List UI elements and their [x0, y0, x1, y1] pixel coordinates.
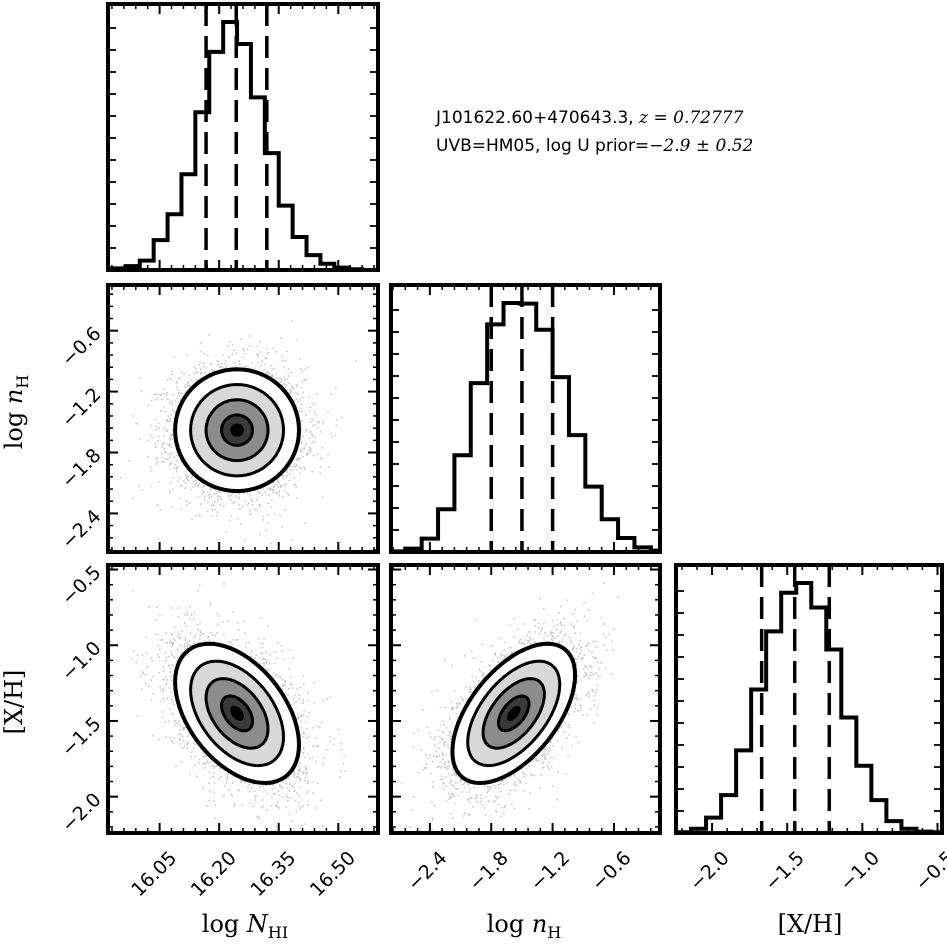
axes-frame-5: −2.0 −1.5 −1.0 −0.5: [674, 563, 947, 895]
y-tick-label: −0.5: [57, 562, 105, 610]
contour-line-3: [496, 694, 531, 733]
x-axis-label-xh: [X/H]: [778, 910, 843, 938]
contour-line-1: [189, 659, 286, 768]
contour-line-0: [450, 641, 578, 786]
svg-text:UVB=HM05, log U prior=−2.9 ± 0: UVB=HM05, log U prior=−2.9 ± 0.52: [436, 136, 753, 156]
panel-border: [389, 563, 662, 835]
x-tick-label: 16.20: [187, 847, 241, 901]
x-tick-label: −1.8: [465, 847, 513, 895]
x-axis-label-lognhi: log NHI: [202, 910, 288, 942]
panel-border: [106, 283, 380, 554]
chart-title: J101622.60+470643.3, z = 0.72777 UVB=HM0…: [435, 108, 753, 156]
x-tick-label: 16.05: [127, 847, 181, 901]
histogram-step-line: [389, 301, 660, 554]
histogram-log_nhi: [109, 4, 377, 272]
x-tick-label: −2.4: [403, 847, 451, 895]
y-axis-label-lognh: log nH: [0, 375, 32, 450]
panel-border: [106, 563, 380, 835]
contour-line-1: [466, 659, 562, 768]
title-line2-prior: −2.9 ± 0.52: [649, 136, 753, 156]
contour-line-3: [220, 694, 254, 733]
axes-frame-2: [389, 283, 662, 554]
joint-panel-log_nhi-log_nh: [119, 320, 357, 545]
title-line1-text: J101622.60+470643.3,: [435, 108, 639, 128]
x-axis-label-lognh: log nH: [487, 910, 562, 942]
x-tick-label: −1.0: [836, 847, 884, 895]
joint-panel-log_nh-xh: [400, 582, 620, 833]
x-tick-label: −1.5: [761, 847, 809, 895]
density-core: [230, 705, 244, 721]
panels-group: [109, 4, 942, 835]
density-core: [507, 705, 521, 721]
y-axis-label-xh: [X/H]: [0, 670, 28, 735]
y-tick-label: −2.4: [57, 505, 105, 553]
density-core: [230, 423, 244, 437]
title-line2-text: UVB=HM05, log U prior=: [436, 136, 649, 156]
contour-line-0: [173, 641, 302, 786]
x-tick-label: −1.2: [526, 847, 574, 895]
x-tick-label: 16.35: [246, 847, 300, 901]
contour-line-0: [173, 367, 302, 494]
axes-frame-0: [106, 2, 380, 272]
y-axis-labels: log nH [X/H]: [0, 375, 32, 735]
histogram-step-line: [674, 581, 942, 835]
y-tick-label: −1.5: [57, 713, 105, 761]
panel-border: [106, 2, 380, 272]
panel-border: [389, 283, 662, 554]
y-tick-label: −0.6: [57, 323, 105, 371]
contour-line-3: [220, 413, 254, 447]
contour-line-2: [481, 677, 546, 750]
y-tick-label: −1.0: [57, 637, 105, 685]
scatter-points: [131, 583, 346, 828]
y-tick-label: −2.0: [57, 789, 105, 837]
panel-border: [674, 563, 944, 835]
histogram-xh: [674, 565, 942, 835]
title-line1-redshift: z = 0.72777: [638, 108, 743, 128]
contour-line-2: [204, 398, 270, 463]
histogram-step-line: [109, 20, 377, 272]
y-tick-label: −1.8: [57, 444, 105, 492]
y-tick-label: −1.2: [57, 384, 105, 432]
x-tick-label: −2.0: [686, 847, 734, 895]
x-tick-label: −0.5: [911, 847, 947, 895]
svg-text:J101622.60+470643.3, z = 0.727: J101622.60+470643.3, z = 0.72777: [435, 108, 744, 128]
x-tick-label: 16.50: [306, 847, 360, 901]
contour-line-1: [189, 382, 286, 478]
x-tick-label: −0.6: [587, 847, 635, 895]
x-axis-labels: log NHI log nH [X/H]: [202, 910, 843, 942]
histogram-log_nh: [389, 285, 660, 554]
contour-line-2: [204, 677, 270, 750]
joint-panel-log_nhi-xh: [131, 583, 346, 828]
